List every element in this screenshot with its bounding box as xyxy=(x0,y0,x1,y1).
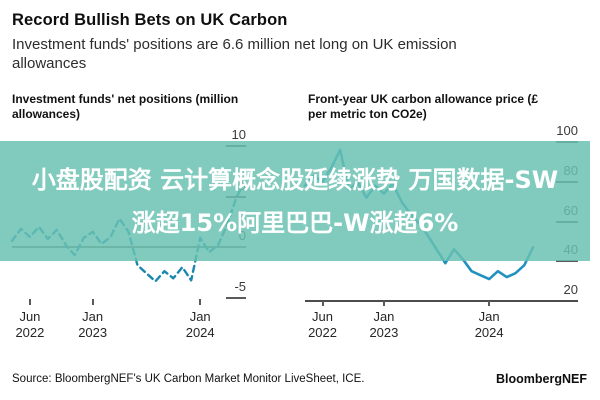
bloombergnef-logo: BloombergNEF xyxy=(496,372,587,386)
watermark-overlay: 小盘股配资 云计算概念股延续涨势 万国数据-SW 涨超15%阿里巴巴-W涨超6% xyxy=(0,141,590,261)
y-axis-tick xyxy=(556,260,578,263)
x-axis-tick xyxy=(321,301,324,306)
x-axis-tick xyxy=(91,299,94,305)
x-axis-tick xyxy=(199,299,202,305)
watermark-text-line1: 小盘股配资 云计算概念股延续涨势 万国数据-SW xyxy=(31,165,559,194)
y-axis-label: 100 xyxy=(556,123,578,138)
x-axis-tick xyxy=(382,301,385,306)
x-axis-label: Jan 2023 xyxy=(78,309,108,340)
x-axis-tick xyxy=(28,299,31,305)
figure-subtitle: Investment funds' positions are 6.6 mill… xyxy=(12,36,457,72)
y-axis-label: 20 xyxy=(563,282,578,297)
x-axis-label: Jan 2023 xyxy=(369,309,399,340)
right-chart-title: Front-year UK carbon allowance price (£ … xyxy=(308,92,539,121)
y-axis-label: -5 xyxy=(234,278,246,294)
y-axis-tick xyxy=(226,296,246,299)
left-chart-title: Investment funds' net positions (million… xyxy=(12,92,239,121)
source-attribution: Source: BloombergNEF's UK Carbon Market … xyxy=(12,373,365,385)
x-axis-label: Jun 2022 xyxy=(308,309,337,340)
x-axis-label: Jan 2024 xyxy=(185,309,215,340)
x-axis-label: Jun 2022 xyxy=(15,309,45,340)
x-axis-label: Jan 2024 xyxy=(474,309,504,340)
y-axis-label: 10 xyxy=(231,127,246,142)
figure-title: Record Bullish Bets on UK Carbon xyxy=(12,11,288,29)
watermark-text-line2: 涨超15%阿里巴巴-W涨超6% xyxy=(131,208,459,237)
x-axis-tick xyxy=(488,301,491,306)
